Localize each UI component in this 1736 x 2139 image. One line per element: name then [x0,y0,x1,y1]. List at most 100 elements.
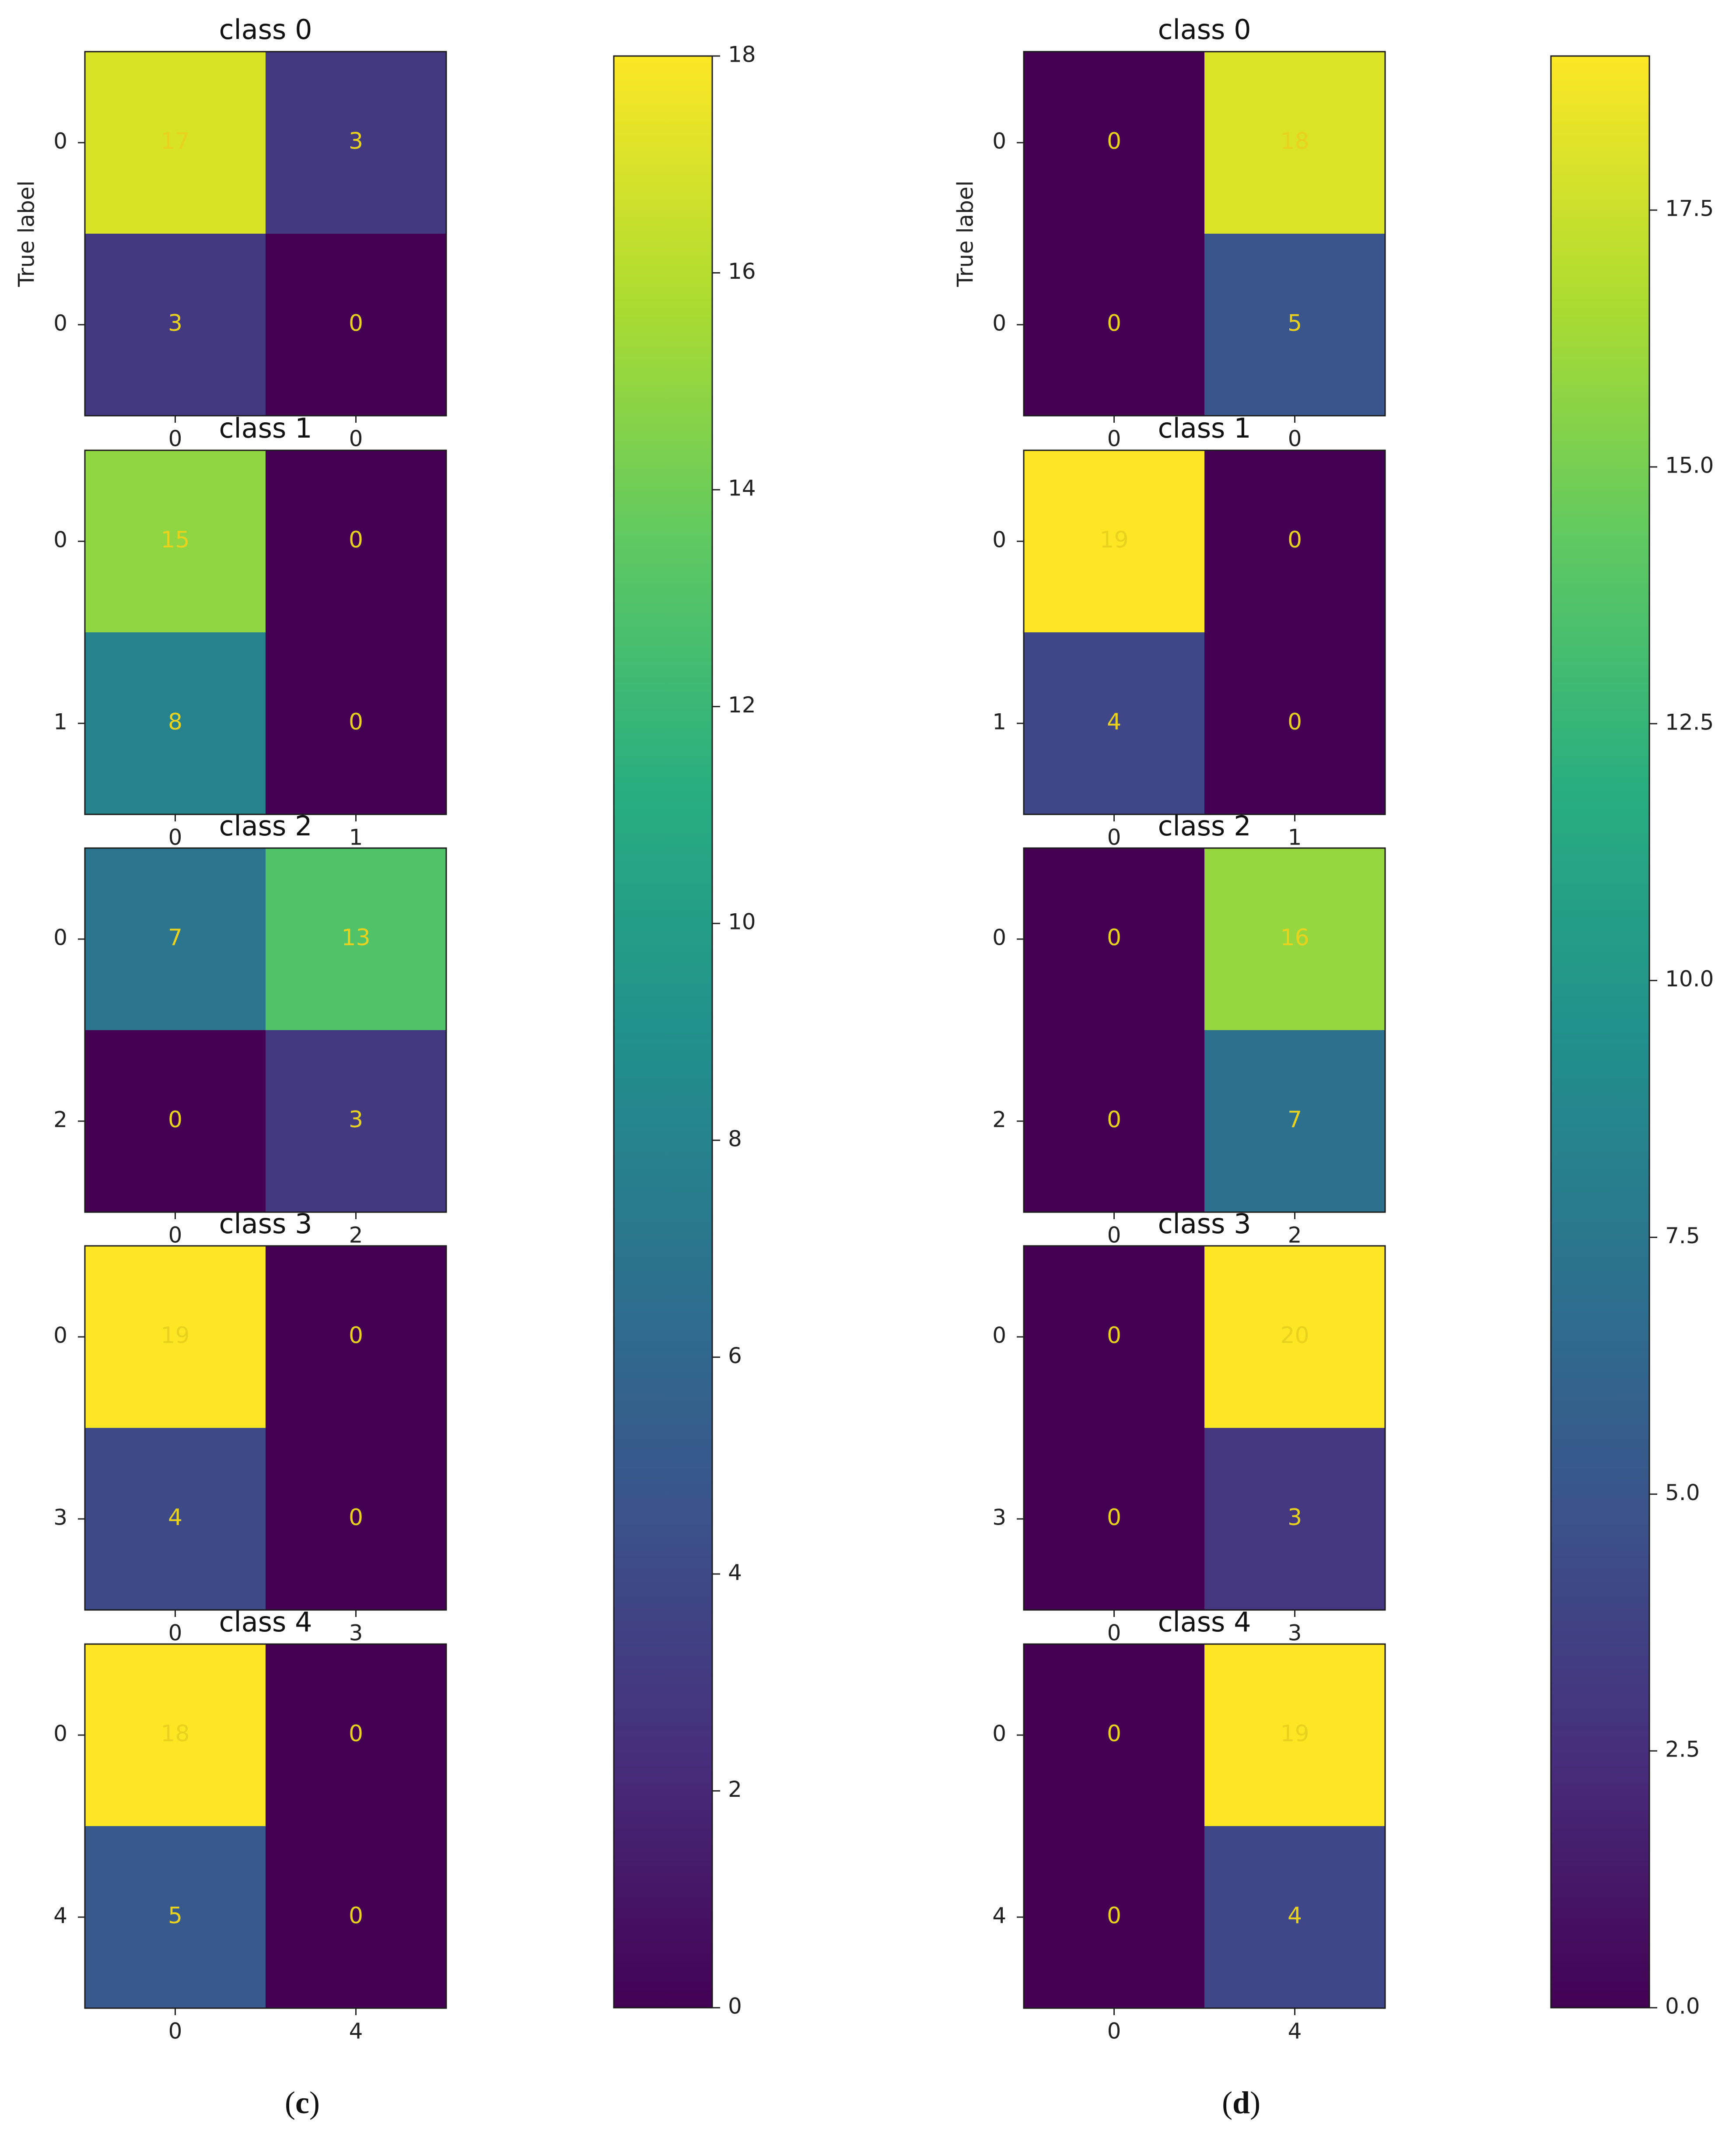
cell-value: 3 [349,1107,363,1133]
y-tick-label: 0 [992,527,1006,553]
matrix-cell [85,632,266,814]
cell-value: 19 [1099,527,1128,553]
matrix-title: class 2 [219,810,312,842]
matrix-cell [85,234,266,416]
cell-value: 0 [349,709,363,735]
matrix-frame [1023,1643,1386,2009]
y-tick-label: 0 [992,1323,1006,1348]
matrix-cell [266,1428,446,1610]
y-axis-label: True label [953,180,978,287]
matrix-cell [85,1428,266,1610]
cell-value: 0 [1107,1322,1121,1349]
colorbar-tick-label: 18 [728,42,756,67]
x-tick-label: 0 [168,825,182,850]
matrix-cell [1024,1826,1204,2008]
cell-value: 15 [161,527,189,553]
colorbar-tick-label: 2 [728,1777,742,1802]
confusion-matrix-d-0: 0 18 0 5 class 0 0 0 0 0 True label [953,14,1386,452]
matrix-cell [266,450,446,632]
x-tick-label: 0 [1288,426,1302,452]
cell-value: 0 [1107,310,1121,337]
matrix-cell [1024,848,1204,1030]
confusion-matrix-d-4: 0 19 0 4 class 4 0 4 0 4 [992,1606,1386,2044]
matrix-cell [266,1246,446,1428]
confusion-matrix-d-1: 19 0 4 0 class 1 0 1 0 1 [992,412,1386,850]
caption-close-paren: ) [309,2085,320,2120]
colorbar-tick-label: 12 [728,692,756,718]
y-tick-label: 4 [53,1903,67,1929]
colorbar-tick-label: 7.5 [1665,1223,1700,1248]
cell-value: 4 [1288,1903,1302,1929]
caption-close-paren: ) [1250,2085,1260,2120]
matrix-cell [1024,632,1204,814]
cell-value: 0 [349,310,363,337]
cell-value: 0 [349,1322,363,1349]
y-tick-label: 2 [992,1107,1006,1133]
x-tick-label: 4 [1288,2019,1302,2044]
confusion-matrix-c-0: 17 3 3 0 class 0 0 0 0 0 True label [14,14,447,452]
matrix-cell [85,1644,266,1826]
matrix-title: class 4 [1158,1606,1251,1638]
x-tick-label: 2 [349,1223,363,1248]
colorbar-tick-label: 5.0 [1665,1480,1700,1505]
matrix-title: class 0 [1158,14,1251,46]
y-tick-label: 3 [992,1505,1006,1530]
cell-value: 0 [349,1721,363,1747]
y-tick-label: 0 [992,129,1006,154]
matrix-cell [1024,234,1204,416]
y-tick-label: 0 [53,1323,67,1348]
cell-value: 0 [1107,925,1121,951]
cell-value: 0 [1107,1903,1121,1929]
y-tick-label: 0 [992,311,1006,336]
colorbar-gradient [1550,55,1650,2009]
matrix-title: class 0 [219,14,312,46]
x-tick-label: 0 [1107,825,1121,850]
matrix-cell [1204,1826,1385,2008]
x-tick-label: 1 [349,825,363,850]
x-tick-label: 0 [349,426,363,452]
cell-value: 0 [1107,128,1121,154]
matrix-cell [1024,1428,1204,1610]
confusion-matrix-c-4: 18 0 5 0 class 4 0 4 0 4 [53,1606,447,2044]
cell-value: 0 [1107,1721,1121,1747]
cell-value: 20 [1280,1322,1309,1349]
colorbar-tick-label: 14 [728,476,756,501]
cell-value: 18 [1280,128,1309,154]
y-tick-label: 2 [53,1107,67,1133]
colorbar-tick-label: 10 [728,909,756,935]
matrix-frame [84,1245,447,1611]
colorbar-tick-label: 4 [728,1560,742,1585]
matrix-frame [84,51,447,417]
matrix-cell [85,1826,266,2008]
cell-value: 0 [1107,1107,1121,1133]
matrix-cell [85,450,266,632]
panel-caption: (c) [285,2085,320,2120]
x-tick-label: 0 [168,1620,182,1646]
confusion-matrix-c-1: 15 0 8 0 class 1 0 1 0 1 [53,412,447,850]
y-tick-label: 3 [53,1505,67,1530]
caption-letter: d [1232,2085,1250,2120]
matrix-frame [84,449,447,815]
matrix-cell [266,632,446,814]
cell-value: 17 [161,128,189,154]
x-tick-label: 0 [168,1223,182,1248]
x-tick-label: 0 [1107,1223,1121,1248]
matrix-cell [266,1644,446,1826]
matrix-title: class 3 [219,1208,312,1240]
cell-value: 3 [349,128,363,154]
x-tick-label: 1 [1288,825,1302,850]
cell-value: 16 [1280,925,1309,951]
x-tick-label: 0 [1107,1620,1121,1646]
confusion-matrix-d-2: 0 16 0 7 class 2 0 2 0 2 [992,810,1386,1248]
colorbar-c: 0 2 4 6 8 10 12 14 16 18 [613,42,756,2019]
matrix-cell [85,848,266,1030]
x-tick-label: 3 [1288,1620,1302,1646]
matrix-cell [1204,1428,1385,1610]
y-tick-label: 0 [53,1721,67,1746]
x-tick-label: 0 [1107,426,1121,452]
cell-value: 0 [1288,527,1302,553]
colorbar-gradient [613,55,713,2009]
